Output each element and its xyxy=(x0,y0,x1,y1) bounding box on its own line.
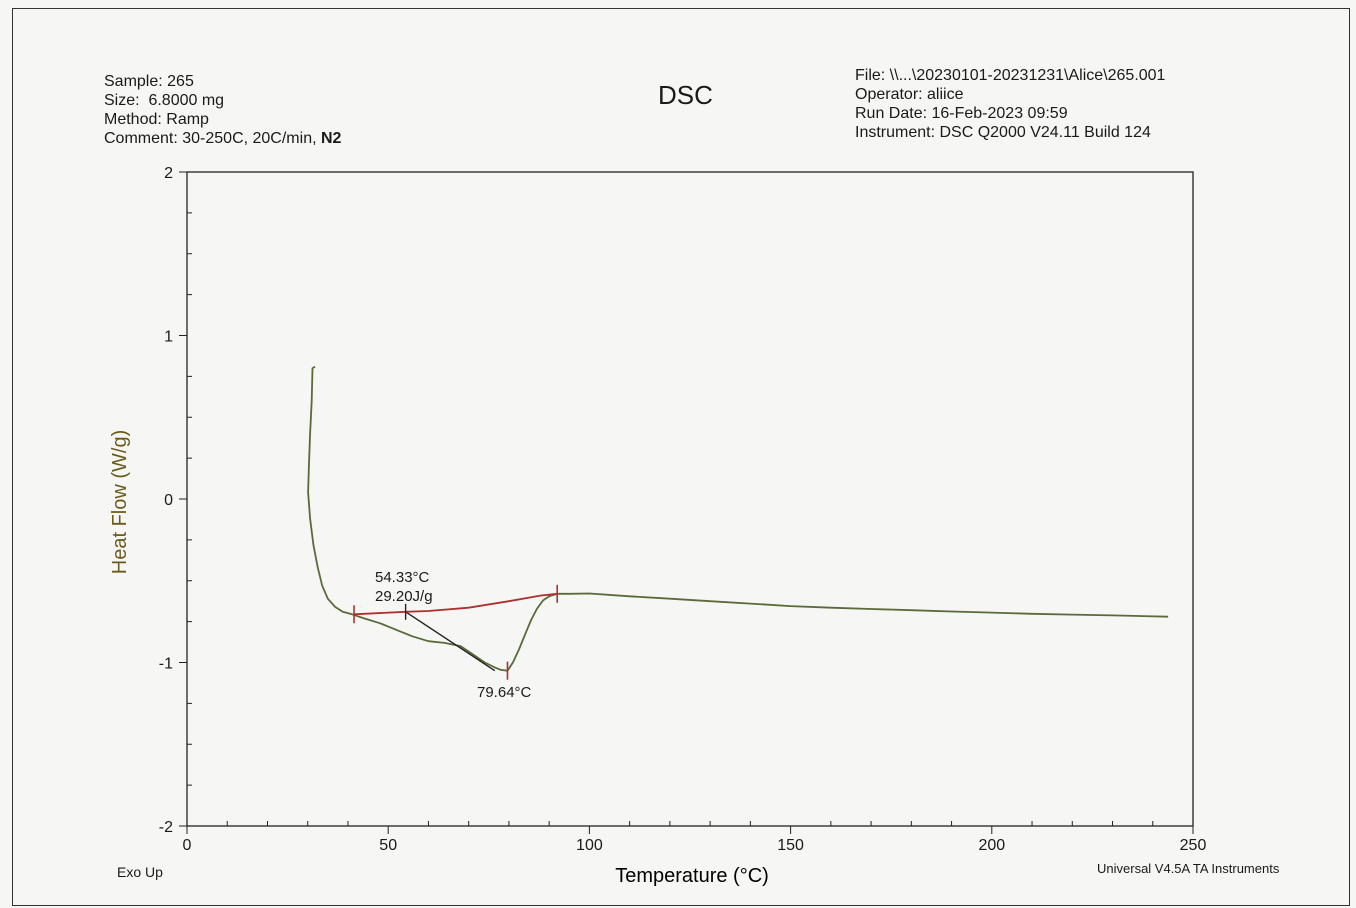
y-tick-label: 1 xyxy=(164,329,173,346)
y-tick-label: -2 xyxy=(159,819,173,836)
y-tick-label: 2 xyxy=(164,165,173,182)
report-frame xyxy=(12,8,1350,906)
method-label: Method: Ramp xyxy=(104,111,209,128)
comment-label: Comment: 30-250C, 20C/min, N2 xyxy=(104,129,341,148)
run-date-label: Run Date: 16-Feb-2023 09:59 xyxy=(855,105,1068,122)
peak-temp-label: 79.64°C xyxy=(477,684,532,701)
x-tick-label: 100 xyxy=(576,837,603,854)
instrument-label: Instrument: DSC Q2000 V24.11 Build 124 xyxy=(855,124,1151,141)
run-info: File: \\...\20230101-20231231\Alice\265.… xyxy=(855,66,1165,142)
x-tick-label: 50 xyxy=(379,837,397,854)
chart-axes xyxy=(186,171,1194,827)
y-axis-title: Heat Flow (W/g) xyxy=(109,430,131,574)
plot-frame xyxy=(186,171,1194,827)
sample-info: Sample: 265 Size: 6.8000 mg Method: Ramp Co… xyxy=(104,72,341,148)
comment-gas: N2 xyxy=(320,130,342,147)
x-tick-label: 250 xyxy=(1180,837,1207,854)
x-axis-title: Temperature (°C) xyxy=(615,865,769,887)
y-tick-label: 0 xyxy=(164,492,173,509)
enthalpy-label: 29.20J/g xyxy=(375,588,433,605)
chart-marks xyxy=(307,365,1169,680)
y-tick-label: -1 xyxy=(159,656,173,673)
comment-text: Comment: 30-250C, 20C/min, xyxy=(104,130,321,147)
onset-temp-label: 54.33°C xyxy=(375,569,430,586)
x-tick-label: 200 xyxy=(978,837,1005,854)
exo-up-label: Exo Up xyxy=(117,864,163,880)
file-label: File: \\...\20230101-20231231\Alice\265.… xyxy=(855,67,1166,84)
chart-title: DSC xyxy=(658,80,713,110)
heat-flow-curve xyxy=(307,365,1169,672)
software-label: Universal V4.5A TA Instruments xyxy=(1097,861,1280,876)
sample-label: Sample: 265 xyxy=(104,73,194,90)
chart-ticks: -2 -1 0 1 2 0 50 100 150 200 250 xyxy=(159,165,1207,854)
onset-tangent-line xyxy=(405,611,496,672)
x-tick-label: 150 xyxy=(777,837,804,854)
operator-label: Operator: aliice xyxy=(855,86,964,103)
size-label: Size: 6.8000 mg xyxy=(104,92,225,109)
x-tick-label: 0 xyxy=(183,837,192,854)
